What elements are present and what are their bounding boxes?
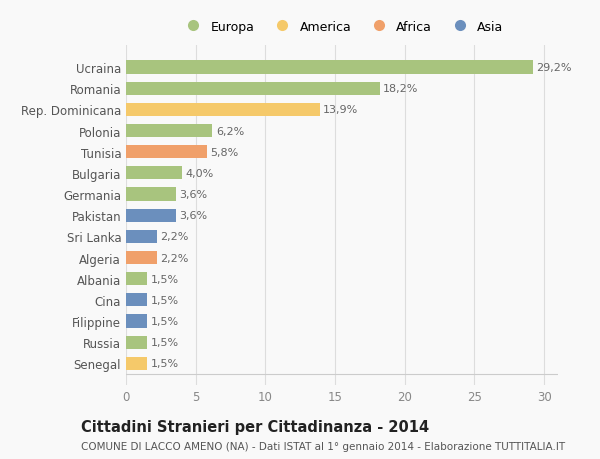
- Bar: [126, 188, 176, 201]
- Legend: Europa, America, Africa, Asia: Europa, America, Africa, Asia: [178, 18, 506, 36]
- Text: 4,0%: 4,0%: [185, 168, 214, 179]
- Text: 6,2%: 6,2%: [216, 126, 244, 136]
- Bar: [126, 273, 147, 285]
- Bar: [126, 252, 157, 264]
- Bar: [126, 104, 320, 117]
- Bar: [126, 125, 212, 138]
- Text: 1,5%: 1,5%: [151, 337, 179, 347]
- Text: 5,8%: 5,8%: [211, 147, 239, 157]
- Text: 3,6%: 3,6%: [179, 211, 208, 221]
- Bar: [126, 294, 147, 307]
- Text: 1,5%: 1,5%: [151, 316, 179, 326]
- Text: 1,5%: 1,5%: [151, 295, 179, 305]
- Bar: [126, 315, 147, 328]
- Text: 18,2%: 18,2%: [383, 84, 418, 94]
- Bar: [126, 146, 207, 159]
- Text: 1,5%: 1,5%: [151, 358, 179, 369]
- Bar: [126, 83, 380, 95]
- Bar: [126, 167, 182, 180]
- Bar: [126, 62, 533, 74]
- Text: 29,2%: 29,2%: [536, 63, 572, 73]
- Text: COMUNE DI LACCO AMENO (NA) - Dati ISTAT al 1° gennaio 2014 - Elaborazione TUTTIT: COMUNE DI LACCO AMENO (NA) - Dati ISTAT …: [81, 441, 565, 451]
- Text: 1,5%: 1,5%: [151, 274, 179, 284]
- Text: 2,2%: 2,2%: [160, 232, 188, 242]
- Bar: [126, 230, 157, 243]
- Text: Cittadini Stranieri per Cittadinanza - 2014: Cittadini Stranieri per Cittadinanza - 2…: [81, 419, 429, 434]
- Text: 2,2%: 2,2%: [160, 253, 188, 263]
- Bar: [126, 336, 147, 349]
- Bar: [126, 209, 176, 222]
- Bar: [126, 357, 147, 370]
- Text: 3,6%: 3,6%: [179, 190, 208, 200]
- Text: 13,9%: 13,9%: [323, 105, 358, 115]
